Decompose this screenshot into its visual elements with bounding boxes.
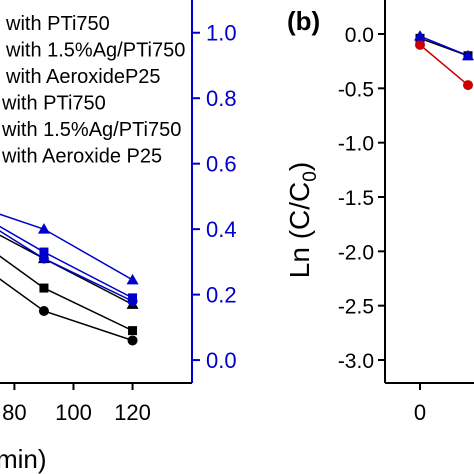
panel-a-data-point [127,296,138,307]
panel-b-series-line [419,35,469,57]
panel-a-data-point [126,273,139,285]
panel-b-x-ticks: 0 [414,383,426,425]
panel-a-data-point [38,305,49,316]
panel-a-legend-entry: with AeroxideP25 [5,66,161,88]
panel-b-y-tick-label: -0.5 [338,78,374,101]
panel-a-data-point [39,247,49,257]
panel-b-y-tick-label: -1.5 [338,187,374,210]
panel-b-y-axis-label-main: Ln (C/C [284,182,315,278]
panel-b-data-point [415,39,425,50]
panel-a-series-line [0,278,133,342]
panel-a-x-tick-label: 120 [114,400,151,425]
panel-b-y-axis-label-end: ) [284,162,315,171]
panel-a-data-point [128,326,138,336]
panel-a-y-tick-label: 0.0 [206,348,237,373]
panel-a-legend-entry: with PTi750 [1,93,106,115]
panel-b-y-tick-label: 0.0 [345,24,374,47]
panel-a-y-tick-label: 0.8 [206,86,237,111]
panel-b: 0.0 -0.5 -1.0 -1.5 -2.0 -2.5 -3.0 0 (b) Ln (C/… [284,0,474,425]
panel-b-y-tick-label: -3.0 [338,350,374,373]
panel-a-right-y-ticks: 0.0 0.2 0.4 0.6 0.8 1.0 [192,21,237,373]
panel-b-y-axis-label: Ln (C/C0) [284,162,321,278]
panel-a-series [0,213,139,346]
panel-a-legend-entry: with PTi750 [5,13,110,35]
panel-a-data-point [38,253,49,264]
panel-a-legend: with PTi750 with 1.5%Ag/PTi750 with Aeroxi… [1,13,185,168]
panel-b-y-axis-label-subscript: 0 [300,171,321,182]
panel-a-series-line [0,225,133,299]
panel-a-x-ticks: 80 100 120 [2,383,151,425]
panel-a-legend-entry: with 1.5%Ag/PTi750 [5,40,185,62]
panel-b-series [414,30,474,91]
panel-b-data-point [414,30,426,41]
panel-a-series-line [0,255,133,332]
panel-a: 80 100 120 0.00.20.40.60.81.0 with PTi750w… [0,0,237,474]
panel-a-legend-entry: with 1.5%Ag/PTi750 [1,119,181,141]
panel-b-y-tick-label: -2.5 [338,296,374,319]
panel-b-y-tick-label: -2.0 [338,241,374,264]
panel-a-data-point [127,335,138,346]
panel-b-data-point [463,80,473,91]
panel-a-y-tick-label: 0.4 [206,217,237,242]
panel-b-data-point [462,49,474,61]
panel-a-y-tick-label: 1.0 [206,21,237,46]
panel-b-y-tick-label: -1.0 [338,133,374,156]
panel-a-x-axis-label: min) [0,444,47,474]
panel-a-data-point [39,283,49,293]
panel-b-series-line [419,44,469,86]
panel-b-x-tick-label: 0 [414,400,426,425]
panel-b-label: (b) [287,6,320,36]
panel-b-y-ticks: 0.0 -0.5 -1.0 -1.5 -2.0 -2.5 -3.0 [338,24,385,373]
panel-a-y-tick-label: 0.6 [206,152,237,177]
panel-a-x-tick-label: 100 [55,400,92,425]
panel-a-y-tick-label: 0.2 [206,283,237,308]
panel-a-legend-entry: with Aeroxide P25 [1,146,162,168]
panel-a-x-tick-label: 80 [2,400,26,425]
panel-a-data-point [37,223,50,234]
